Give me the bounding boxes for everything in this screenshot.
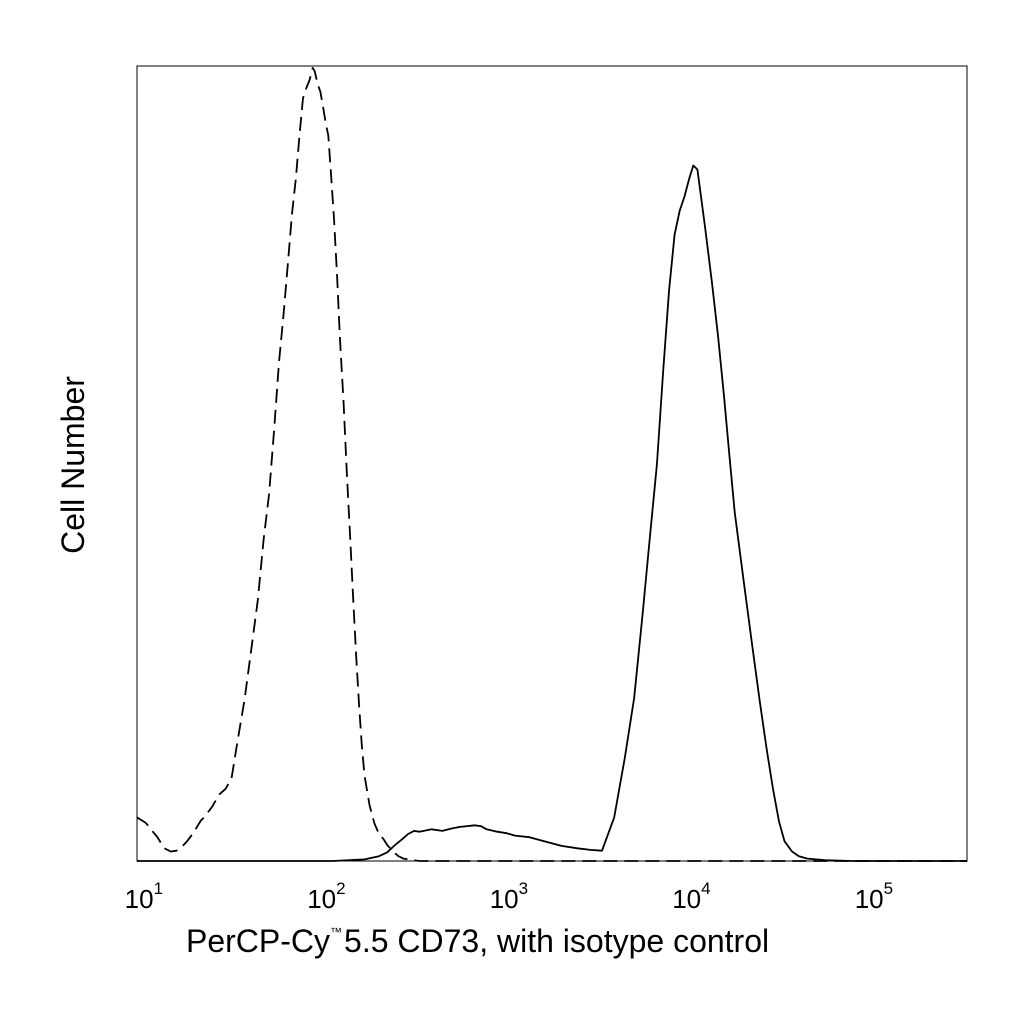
plot-area: [136, 67, 967, 862]
cd73-stained-line: [137, 164, 967, 862]
x-axis-title: PerCP-Cy™5.5 CD73, with isotype control: [186, 923, 769, 959]
isotype-control-line: [136, 67, 967, 862]
x-axis-title-trademark: ™: [330, 925, 342, 939]
x-tick-exponent: 5: [884, 879, 893, 898]
x-tick-label: 105: [855, 879, 893, 914]
x-axis-title-suffix: 5.5 CD73, with isotype control: [344, 923, 769, 959]
x-tick-base: 10: [855, 884, 884, 914]
x-tick-label: 101: [125, 879, 163, 914]
x-tick-base: 10: [125, 884, 154, 914]
x-tick-base: 10: [307, 884, 336, 914]
x-tick-base: 10: [490, 884, 519, 914]
x-tick-exponent: 1: [154, 879, 163, 898]
x-tick-exponent: 2: [336, 879, 345, 898]
plot-frame: [136, 65, 968, 862]
x-axis-title-prefix: PerCP-Cy: [186, 923, 330, 959]
x-tick-base: 10: [672, 884, 701, 914]
y-axis-title: Cell Number: [55, 376, 91, 554]
x-tick-label: 104: [672, 879, 710, 914]
x-axis-ticks: 101 102 103 104 105: [125, 879, 893, 914]
x-tick-label: 102: [307, 879, 345, 914]
x-tick-label: 103: [490, 879, 528, 914]
x-tick-exponent: 4: [701, 879, 710, 898]
x-tick-exponent: 3: [519, 879, 528, 898]
